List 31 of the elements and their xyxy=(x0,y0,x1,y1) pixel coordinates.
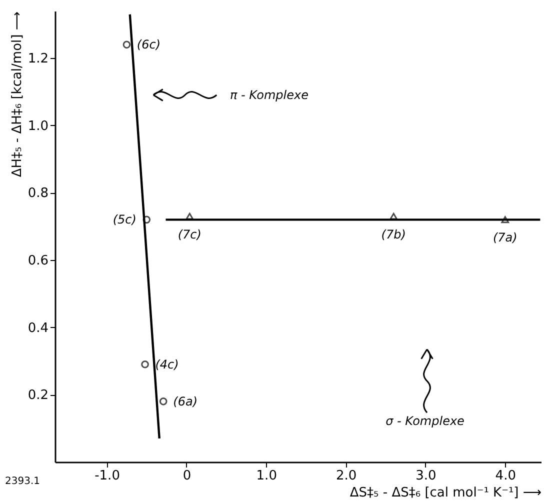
x-axis-title: ΔS‡₅ - ΔS‡₆ [cal mol⁻¹ K⁻¹] ⟶ xyxy=(350,486,542,500)
point xyxy=(501,216,510,224)
annotation: (6a) xyxy=(173,394,198,408)
point xyxy=(142,216,151,224)
annotation: (4c) xyxy=(155,357,179,372)
annotation: (7c) xyxy=(178,227,202,242)
point xyxy=(141,360,149,368)
y-tick-label: 0.6 xyxy=(28,254,48,269)
annotation: σ - Komplexe xyxy=(386,414,464,428)
y-tick-label: 1.0 xyxy=(28,118,48,134)
point xyxy=(159,398,168,406)
y-tick-label: 0.4 xyxy=(28,320,48,336)
annotation: (6c) xyxy=(136,38,161,52)
y-tick-label: 1.2 xyxy=(28,52,48,67)
x-tick-label: 1.0 xyxy=(256,468,277,484)
point xyxy=(122,40,131,49)
x-tick-label: -1.0 xyxy=(94,468,120,484)
annotation: (7a) xyxy=(492,230,518,245)
point xyxy=(186,212,194,220)
annotation: (5c) xyxy=(112,212,136,227)
y-axis-title: ΔH‡₅ - ΔH‡₆ [kcal/mol] ⟶ xyxy=(10,12,25,178)
annotation: (7b) xyxy=(381,227,406,242)
x-tick-label: 0 xyxy=(182,468,192,484)
annotation: π - Komplexe xyxy=(230,88,308,102)
y-tick-label: 0.2 xyxy=(28,388,48,404)
x-tick-label: 4.0 xyxy=(495,468,516,484)
point xyxy=(390,212,398,220)
x-tick-label: 3.0 xyxy=(416,468,436,484)
x-tick-label: 2.0 xyxy=(336,468,357,484)
text: 2393.1 xyxy=(5,476,40,487)
y-tick-label: 0.8 xyxy=(28,186,48,202)
